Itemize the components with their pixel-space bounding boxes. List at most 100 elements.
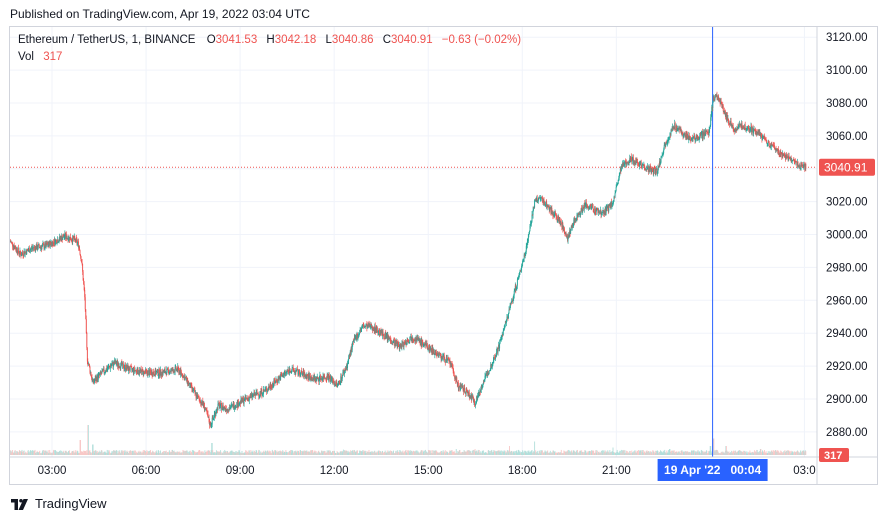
candle-body [265,388,267,390]
volume-bar [517,449,519,455]
volume-bar [150,453,152,455]
volume-bar [612,447,614,455]
candle-body [594,207,596,213]
volume-bar [737,451,739,455]
volume-bar [63,453,65,455]
candle-body [674,123,676,130]
volume-bar [378,450,380,455]
candle-body [438,353,439,358]
candle-body [487,370,489,377]
volume-bar [725,446,727,455]
volume-bar [498,450,500,455]
volume-bar [154,453,156,455]
candle-body [784,154,786,158]
candle-body [693,136,694,138]
candle-body [560,221,562,225]
volume-bar [735,452,737,455]
candle-body [110,365,112,367]
candle-body [418,338,420,342]
volume-bar [420,450,422,455]
candle-body [160,369,162,375]
volume-bar [652,450,654,455]
candle-body [577,212,579,218]
candle-body [786,156,788,159]
candle-body [196,394,198,399]
candlestick-chart[interactable]: 3120.003100.003080.003060.003040.003020.… [9,27,877,484]
volume-bar [139,451,141,455]
volume-bar [37,451,39,455]
candle-body [86,347,88,362]
candle-body [212,417,214,420]
volume-bar [113,450,115,455]
candle-body [283,376,285,378]
candle-body [220,403,222,407]
volume-bar [21,449,23,455]
candle-body [649,167,651,172]
candle-body [694,137,696,141]
candle-body [501,336,503,338]
volume-bar [28,452,30,455]
candle-body [41,244,43,247]
volume-bar [47,450,49,455]
candle-body [60,237,62,239]
candle-body [450,362,452,367]
candle-body [365,325,367,327]
candle-body [70,237,72,240]
volume-bar [503,450,505,455]
volume-bar [385,452,387,455]
candle-body [183,375,184,378]
volume-bar [507,451,509,455]
candle-body [256,392,258,394]
volume-bar [521,452,523,455]
volume-bar [705,451,707,455]
candle-body [85,309,87,320]
candle-body [97,374,99,380]
volume-bar [781,453,783,455]
candle-body [513,290,515,296]
volume-bar [287,452,289,455]
volume-bar [455,452,457,455]
volume-bar [444,451,446,455]
volume-bar [70,453,72,455]
volume-bar [411,451,413,455]
candle-body [521,265,523,267]
candle-body [79,250,81,255]
volume-bar [389,451,391,455]
candle-body [775,148,776,150]
candle-body [238,403,240,406]
tradingview-footer[interactable]: TradingView [10,496,107,511]
candle-body [677,128,679,130]
volume-bar [557,452,559,455]
volume-bar [755,452,757,455]
candle-body [520,269,522,272]
candle-body [133,367,135,373]
chart-frame[interactable]: 3120.003100.003080.003060.003040.003020.… [9,26,878,485]
volume-bar [74,452,76,455]
volume-bar [284,451,286,455]
volume-bar [509,451,511,455]
volume-bar [338,452,340,455]
candle-body [130,366,132,368]
candle-body [41,246,43,250]
volume-bar [425,451,427,455]
volume-bar [186,450,188,455]
volume-bar [424,449,426,455]
candle-body [601,212,602,215]
candle-body [202,400,204,405]
volume-bar [413,451,415,455]
volume-bar [554,451,556,455]
candle-body [263,389,265,391]
candle-body [402,342,404,347]
candle-body [403,346,404,347]
candle-body [223,407,225,410]
volume-bar [749,452,751,455]
volume-bar [171,451,172,455]
volume-bar [675,451,677,455]
volume-bar [632,453,634,455]
volume-bar [229,451,231,455]
candle-body [544,204,546,206]
candle-body [455,377,457,381]
volume-bar [700,452,702,455]
candle-body [550,208,552,214]
volume-bar [790,450,792,455]
